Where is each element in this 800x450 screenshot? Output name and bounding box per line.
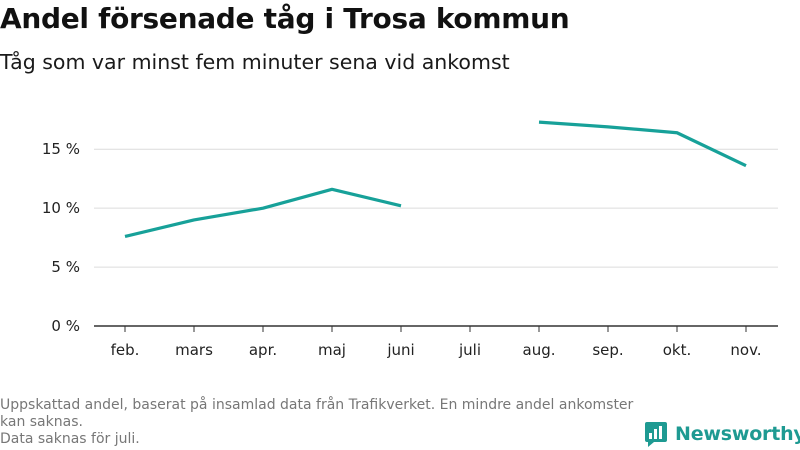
y-tick-label: 10 % <box>42 199 80 217</box>
x-tick-label: feb. <box>111 341 140 359</box>
x-tick-label: okt. <box>663 341 692 359</box>
x-tick-label: juni <box>386 341 414 359</box>
y-tick-label: 15 % <box>42 140 80 158</box>
newsworthy-logo-text: Newsworthy <box>675 423 800 445</box>
chart-title: Andel försenade tåg i Trosa kommun <box>0 2 570 35</box>
footnote-missing-data: Data saknas för juli. <box>0 431 140 447</box>
series-line-segment-1 <box>124 187 402 238</box>
x-tick-label: mars <box>175 341 213 359</box>
x-tick-label: maj <box>318 341 346 359</box>
x-tick-label: aug. <box>523 341 556 359</box>
newsworthy-logo: Newsworthy <box>644 420 800 448</box>
x-tick-label: sep. <box>592 341 623 359</box>
y-tick-label: 0 % <box>51 317 80 335</box>
footnote-source: Uppskattad andel, baserat på insamlad da… <box>0 397 634 430</box>
chart-subtitle: Tåg som var minst fem minuter sena vid a… <box>0 50 510 74</box>
series-line-segment-2 <box>538 120 747 168</box>
x-tick-label: nov. <box>730 341 761 359</box>
x-tick-label: apr. <box>249 341 277 359</box>
x-tick-label: juli <box>458 341 481 359</box>
chart-footnote: Uppskattad andel, baserat på insamlad da… <box>0 397 640 448</box>
y-tick-label: 5 % <box>51 258 80 276</box>
newsworthy-logo-icon <box>645 422 667 447</box>
